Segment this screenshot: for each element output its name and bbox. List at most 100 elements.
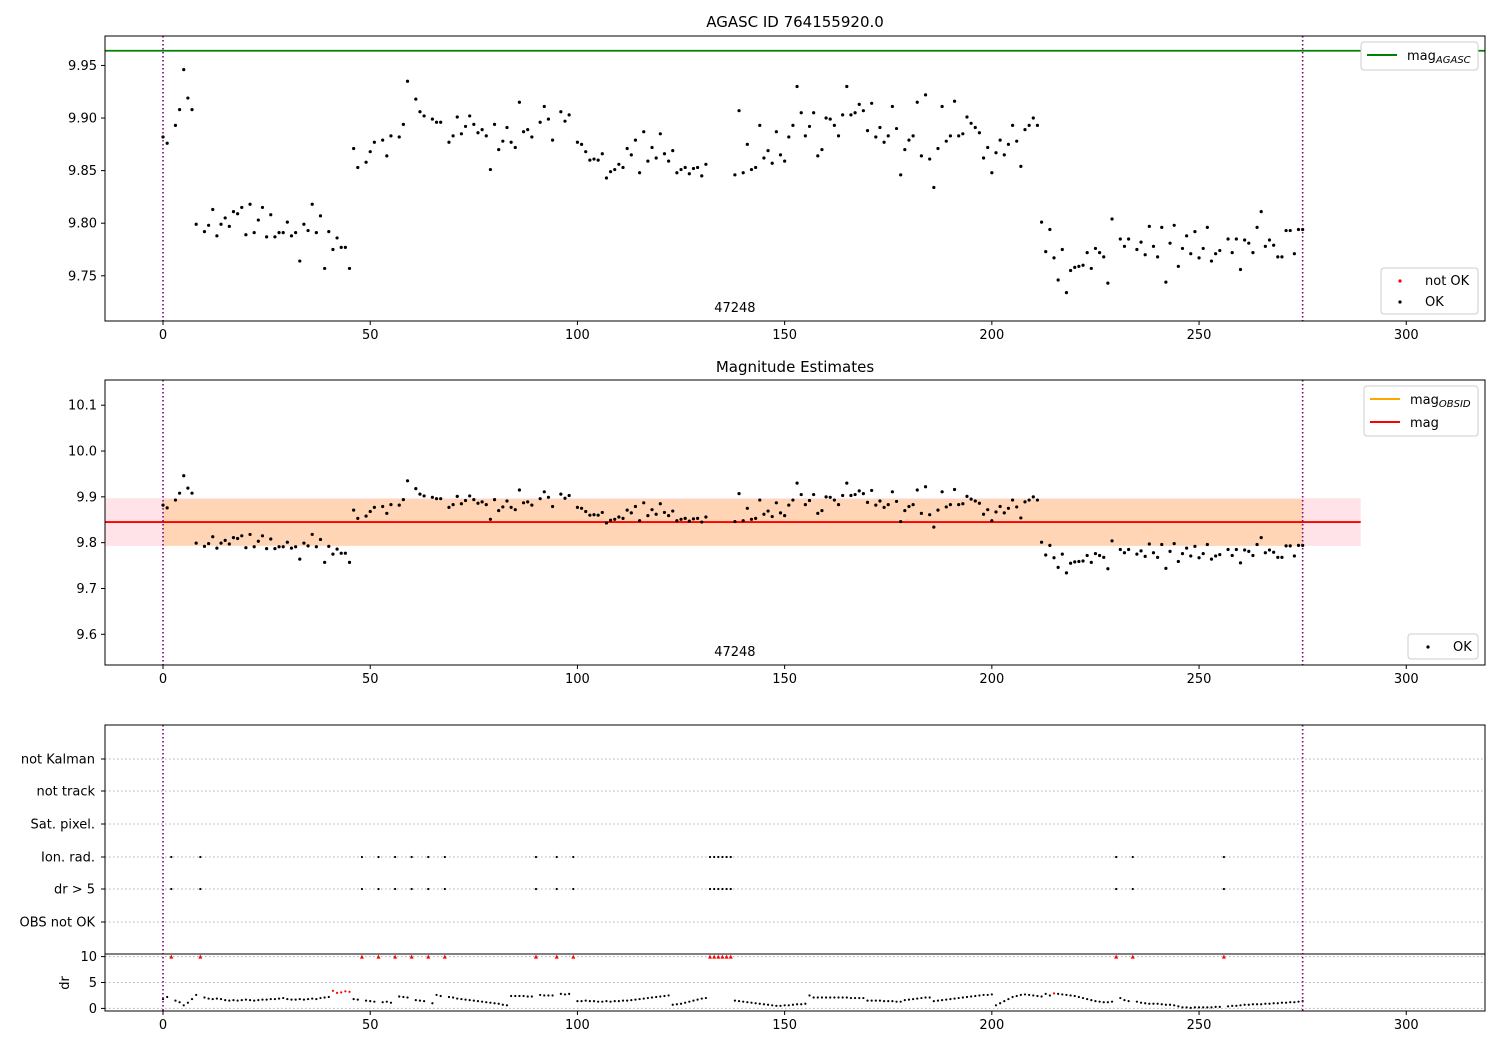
mag-point-ok	[890, 490, 894, 494]
dr-flag-marker	[712, 954, 717, 959]
mag-point-ok	[575, 140, 580, 144]
dr-point	[870, 999, 873, 1002]
mag-point-ok	[1201, 552, 1205, 556]
mag-point-ok	[625, 508, 629, 512]
dr-point	[820, 996, 824, 999]
dr-point	[364, 999, 368, 1002]
dr-point	[1272, 1002, 1275, 1005]
mag-point-ok	[1089, 560, 1093, 564]
mag-point-ok	[1205, 542, 1209, 547]
mag-point-ok	[260, 205, 265, 210]
mag-point-ok	[310, 532, 314, 537]
mag-point-ok	[538, 120, 542, 124]
mag-point-ok	[265, 547, 269, 551]
dr-point	[858, 996, 861, 1000]
dr-point	[306, 997, 310, 1001]
mag-point-ok	[791, 123, 795, 127]
dr-point	[302, 998, 306, 1001]
flag-marker	[729, 855, 732, 859]
mag-point-ok	[1127, 547, 1131, 552]
dr-point	[501, 1003, 504, 1006]
x-tick-label: 200	[979, 1018, 1004, 1033]
legend-not-ok-label: not OK	[1425, 274, 1470, 289]
dr-point	[510, 994, 513, 998]
dr-point	[1226, 1005, 1230, 1008]
mag-point-ok	[505, 499, 509, 503]
mag-point-ok	[488, 517, 493, 521]
y-tick-label: 9.85	[68, 164, 97, 179]
dr-point	[638, 997, 641, 1001]
dr-point	[273, 997, 277, 1001]
mag-point-ok	[497, 147, 501, 152]
mag-point-ok	[1259, 210, 1263, 214]
mag-point-ok	[754, 516, 758, 520]
dr-point	[551, 994, 554, 997]
dr-point	[265, 998, 268, 1001]
mag-point-ok	[397, 135, 401, 139]
dr-point	[882, 1000, 886, 1003]
dr-point	[675, 1003, 678, 1006]
flag-marker	[1222, 887, 1226, 891]
dr-point	[1127, 1000, 1130, 1003]
mag-point-ok	[1164, 280, 1168, 284]
mag-point-ok	[683, 165, 687, 170]
mag-point-ok	[314, 231, 318, 235]
dr-point	[294, 998, 297, 1001]
mag-point-ok	[646, 514, 650, 518]
mag-point-ok	[944, 139, 948, 143]
dr-point	[348, 990, 351, 993]
dr-point	[236, 999, 239, 1002]
mag-point-ok	[252, 231, 256, 235]
mag-point-ok	[567, 493, 571, 498]
flag-marker	[725, 887, 728, 891]
dr-point	[323, 996, 326, 999]
dr-point	[1156, 1002, 1159, 1005]
mag-point-ok	[865, 500, 870, 504]
mag-point-ok	[546, 495, 551, 499]
mag-point-ok	[240, 205, 244, 210]
dr-flag-marker	[720, 954, 725, 959]
mag-point-ok	[824, 495, 828, 499]
dr-point	[862, 996, 865, 1000]
x-tick-label: 250	[1187, 328, 1212, 343]
mag-point-ok	[608, 518, 613, 522]
flag-marker	[170, 855, 173, 859]
mag-point-ok	[559, 492, 563, 496]
mag-point-ok	[948, 503, 953, 507]
mag-point-ok	[550, 504, 555, 509]
mag-point-ok	[223, 538, 227, 542]
dr-point	[1094, 1000, 1097, 1003]
dr-point	[692, 999, 695, 1002]
dr-point	[829, 996, 832, 999]
dr-flag-marker	[728, 954, 733, 959]
mag-point-ok	[981, 156, 986, 160]
mag-point-ok	[517, 100, 522, 104]
dr-point	[1280, 1001, 1284, 1004]
mag-point-ok	[1060, 552, 1064, 556]
mag-point-ok	[870, 101, 874, 105]
legend-ok-marker	[1398, 300, 1402, 304]
panel-1-legend-points: not OK OK	[1380, 267, 1479, 315]
dr-point	[1264, 1002, 1267, 1005]
mag-point-ok	[439, 497, 443, 501]
mag-point-ok	[339, 245, 343, 249]
mag-point-ok	[928, 157, 932, 161]
mag-point-ok	[973, 125, 977, 130]
mag-point-ok	[592, 157, 596, 161]
mag-point-ok	[273, 547, 277, 551]
mag-point-ok	[849, 493, 853, 498]
dr-point	[402, 995, 405, 999]
mag-point-ok	[584, 509, 588, 514]
mag-point-ok	[1039, 220, 1044, 224]
mag-point-ok	[550, 138, 555, 142]
mag-point-ok	[331, 247, 335, 252]
dr-point	[166, 995, 169, 999]
dr-point	[530, 995, 533, 998]
mag-point-ok	[327, 230, 331, 234]
dr-point	[1164, 1003, 1168, 1006]
dr-point	[1173, 1004, 1176, 1007]
mag-point-ok	[1060, 247, 1064, 252]
dr-point	[1243, 1003, 1246, 1006]
mag-point-ok	[463, 498, 468, 503]
mag-point-ok	[1068, 561, 1073, 565]
